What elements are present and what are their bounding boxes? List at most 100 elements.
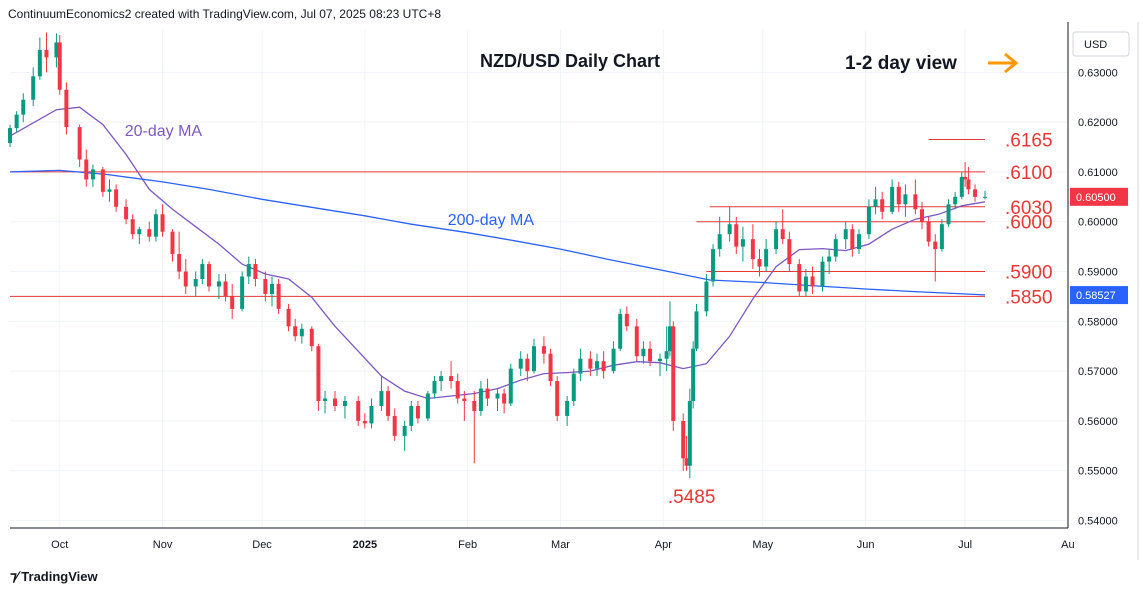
candle-body — [820, 261, 825, 287]
candle — [548, 348, 553, 387]
candle — [634, 318, 639, 362]
candle-body — [455, 381, 460, 399]
candle — [671, 321, 676, 431]
candle-body — [946, 204, 951, 225]
candle-body — [565, 401, 570, 416]
candle-body — [973, 189, 978, 197]
candle-body — [8, 128, 12, 144]
candle — [667, 301, 672, 357]
candle — [983, 190, 987, 200]
candle — [478, 381, 483, 416]
candle — [37, 37, 42, 80]
candle-body — [462, 398, 467, 402]
candle-body — [780, 229, 785, 240]
candle — [316, 343, 321, 411]
candle — [691, 341, 696, 409]
candle-body — [594, 361, 599, 369]
candle — [711, 244, 716, 287]
candle — [356, 396, 361, 426]
candle-body — [664, 351, 669, 359]
candle — [462, 391, 467, 421]
annotation-label: .5485 — [668, 487, 716, 508]
candle — [926, 216, 931, 247]
level-label: .5900 — [1005, 263, 1053, 284]
candle — [502, 388, 507, 414]
candle — [14, 111, 19, 133]
candle — [618, 308, 623, 352]
candle-body — [130, 219, 135, 235]
chart-annotations: NZD/USD Daily Chart 1-2 day view .5485 20-d… — [125, 51, 1019, 508]
candle-body — [704, 281, 709, 312]
candle-body — [293, 326, 298, 337]
candle — [21, 93, 26, 123]
x-tick-label: Dec — [252, 539, 272, 551]
candle-body — [833, 239, 838, 257]
x-tick-label: Nov — [153, 539, 173, 551]
candle-body — [200, 264, 205, 279]
candle — [246, 256, 251, 284]
candle — [153, 209, 158, 242]
candle-body — [246, 264, 251, 277]
candle-body — [843, 229, 848, 240]
candle-body — [64, 89, 69, 128]
candle — [193, 271, 198, 297]
candle-body — [681, 420, 686, 459]
candle-body — [624, 313, 629, 327]
ma200-price-tag — [1070, 286, 1128, 305]
candle-body — [309, 328, 314, 347]
candle — [664, 326, 669, 372]
x-tick-label: Apr — [655, 539, 672, 551]
candle-body — [107, 189, 112, 192]
candle-body — [611, 348, 616, 372]
candle — [432, 376, 437, 399]
last-price-tag — [1070, 187, 1128, 206]
candle-body — [230, 296, 235, 309]
candle — [740, 226, 745, 262]
y-tick-label: 0.54000 — [1078, 516, 1118, 528]
candle-body — [740, 239, 745, 247]
candle-body — [926, 221, 931, 242]
candle — [541, 336, 546, 364]
candle — [472, 391, 477, 464]
candle — [64, 82, 69, 135]
annotation-label: 20-day MA — [125, 123, 203, 140]
tradingview-logo[interactable]: ⁊∕ TradingView — [10, 568, 98, 585]
candle — [578, 348, 583, 382]
candle — [216, 274, 221, 299]
y-tick-label: 0.58000 — [1078, 316, 1118, 328]
candle — [253, 259, 258, 287]
candle-body — [439, 376, 444, 382]
candle-body — [153, 214, 158, 237]
candle-body — [555, 381, 560, 416]
candle-body — [588, 358, 593, 369]
candle — [803, 269, 808, 297]
y-tick-label: 0.63000 — [1078, 67, 1118, 79]
candle-body — [618, 313, 623, 349]
candle — [31, 67, 36, 107]
candle-body — [449, 376, 454, 382]
x-tick-label: May — [752, 539, 773, 551]
candle-body — [541, 346, 546, 354]
candle — [425, 391, 430, 421]
candle-body — [687, 401, 692, 466]
candle — [137, 226, 142, 245]
candle — [362, 413, 367, 429]
candle-body — [933, 241, 938, 250]
candle — [953, 191, 958, 210]
candle-body — [379, 391, 384, 406]
candle-body — [160, 214, 165, 232]
candle-body — [764, 249, 769, 267]
candle-body — [206, 264, 211, 287]
candle — [183, 259, 188, 294]
candle — [508, 363, 513, 406]
price-tag-label: 0.60500 — [1076, 192, 1116, 204]
candle — [588, 351, 593, 377]
candle-body — [667, 326, 672, 352]
candle-body — [711, 249, 716, 282]
candle-body — [124, 206, 129, 220]
candle — [269, 276, 274, 307]
candle — [57, 34, 62, 95]
candle-body — [913, 194, 918, 210]
candle — [565, 396, 570, 426]
